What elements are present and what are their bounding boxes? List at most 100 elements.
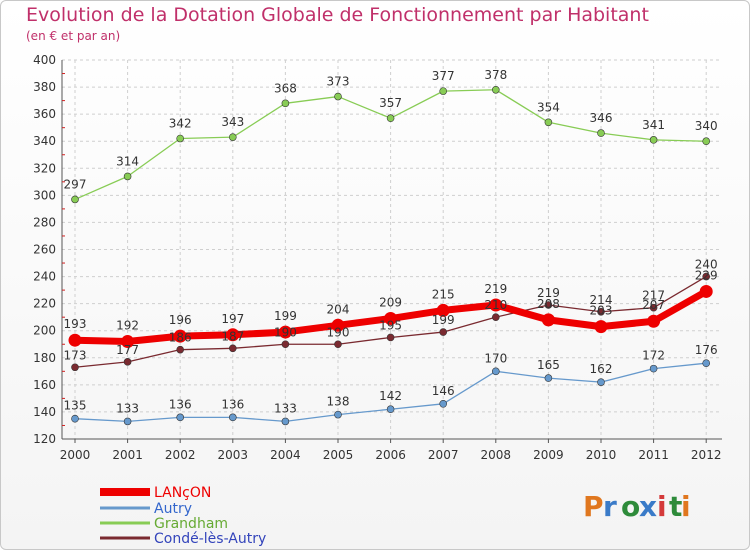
data-label: 203 (590, 304, 613, 318)
data-point (491, 367, 500, 376)
x-tick-label: 2010 (586, 448, 617, 462)
data-point (544, 118, 553, 127)
x-tick-label: 2006 (375, 448, 406, 462)
data-label: 209 (379, 296, 402, 310)
data-point (597, 307, 605, 316)
data-label: 136 (169, 397, 192, 411)
x-tick-label: 2004 (270, 448, 301, 462)
data-point (439, 87, 448, 95)
data-point (544, 374, 553, 382)
data-label: 368 (274, 81, 297, 95)
data-label: 297 (64, 177, 87, 191)
data-label: 204 (327, 302, 350, 316)
y-tick-label: 360 (33, 107, 56, 121)
data-point (176, 413, 184, 422)
y-tick-label: 260 (33, 243, 56, 257)
data-point (71, 414, 79, 423)
legend-swatch (100, 506, 150, 510)
chart-subtitle: (en € et par an) (26, 29, 121, 43)
data-point (123, 417, 132, 426)
data-point (386, 333, 395, 342)
data-point (649, 136, 658, 144)
logo-letter: P (583, 490, 604, 523)
data-point (594, 320, 608, 334)
data-label: 314 (116, 154, 139, 168)
data-label: 142 (379, 389, 402, 403)
data-label: 217 (642, 289, 665, 303)
data-label: 377 (432, 69, 455, 83)
data-label: 343 (221, 115, 244, 129)
x-tick-label: 2001 (112, 448, 143, 462)
data-point (173, 329, 187, 343)
data-label: 186 (169, 331, 192, 345)
x-tick-label: 2011 (638, 448, 669, 462)
data-point (229, 413, 237, 422)
data-label: 195 (379, 318, 402, 332)
y-tick-label: 220 (33, 297, 56, 311)
x-tick-label: 2009 (533, 448, 564, 462)
data-label: 219 (537, 286, 560, 300)
data-label: 210 (484, 298, 507, 312)
data-label: 193 (64, 317, 87, 331)
data-label: 136 (221, 397, 244, 411)
data-point (229, 344, 237, 353)
y-tick-label: 240 (33, 270, 56, 284)
data-label: 146 (432, 384, 455, 398)
data-label: 346 (590, 111, 613, 125)
data-label: 199 (274, 309, 297, 323)
data-label: 176 (695, 343, 718, 357)
data-label: 138 (327, 395, 350, 409)
data-point (331, 318, 345, 332)
data-point (281, 417, 290, 426)
data-point (386, 114, 395, 123)
data-point (702, 272, 711, 281)
y-tick-label: 280 (33, 215, 56, 229)
x-tick-label: 2008 (481, 448, 512, 462)
data-point (699, 284, 713, 298)
x-tick-label: 2000 (60, 448, 91, 462)
legend-label: Grandham (154, 516, 228, 532)
legend-label: LANçON (154, 485, 211, 501)
data-point (544, 301, 553, 309)
data-label: 340 (695, 119, 718, 133)
y-tick-label: 300 (33, 188, 56, 202)
legend-swatch (100, 536, 150, 540)
logo-letter: t (669, 490, 682, 523)
data-point (649, 364, 658, 373)
data-point (121, 335, 135, 349)
data-point (489, 298, 503, 312)
x-tick-label: 2002 (165, 448, 196, 462)
y-tick-label: 160 (33, 378, 56, 392)
data-point (123, 172, 132, 181)
data-label: 135 (64, 399, 87, 413)
data-label: 342 (169, 117, 192, 131)
y-tick-label: 120 (33, 432, 56, 446)
data-label: 196 (169, 313, 192, 327)
data-label: 199 (432, 313, 455, 327)
data-label: 133 (274, 401, 297, 415)
data-point (439, 328, 448, 336)
data-point (71, 195, 79, 204)
legend-label: Autry (154, 501, 192, 517)
legend-label: Condé-lès-Autry (154, 531, 266, 547)
data-point (176, 345, 184, 354)
data-label: 190 (274, 325, 297, 339)
data-label: 165 (537, 358, 560, 372)
data-label: 373 (327, 75, 350, 89)
data-point (541, 313, 555, 327)
data-label: 190 (327, 325, 350, 339)
legend-swatch (100, 521, 150, 525)
logo-letter: x (639, 490, 657, 523)
grid (62, 59, 722, 440)
data-label: 354 (537, 100, 560, 114)
y-tick-label: 200 (33, 324, 56, 338)
data-point (647, 314, 661, 328)
data-point (702, 359, 711, 368)
data-label: 219 (484, 282, 507, 296)
data-label: 229 (695, 268, 718, 282)
y-tick-label: 380 (33, 80, 56, 94)
